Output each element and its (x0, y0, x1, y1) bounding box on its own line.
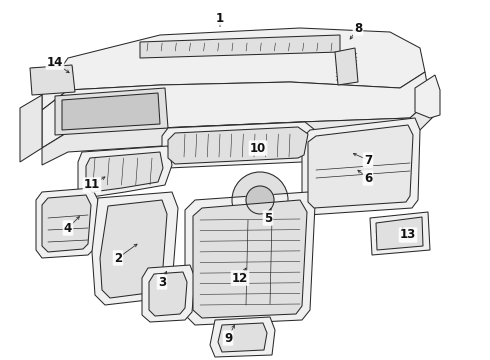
Polygon shape (30, 65, 75, 95)
Text: 1: 1 (216, 12, 224, 24)
Polygon shape (210, 317, 275, 357)
Polygon shape (20, 95, 42, 162)
Polygon shape (142, 265, 195, 322)
Polygon shape (92, 192, 178, 305)
Text: 7: 7 (364, 153, 372, 166)
Polygon shape (308, 125, 413, 208)
Polygon shape (335, 48, 358, 85)
Polygon shape (100, 200, 167, 298)
Polygon shape (302, 118, 420, 215)
Text: 2: 2 (114, 252, 122, 265)
Circle shape (246, 186, 274, 214)
Text: 4: 4 (64, 221, 72, 234)
Polygon shape (36, 188, 98, 258)
Text: 12: 12 (232, 271, 248, 284)
Text: 6: 6 (364, 171, 372, 184)
Polygon shape (42, 72, 430, 148)
Circle shape (232, 172, 288, 228)
Polygon shape (55, 88, 168, 135)
Text: 11: 11 (84, 179, 100, 192)
Text: 3: 3 (158, 275, 166, 288)
Text: 5: 5 (264, 211, 272, 225)
Polygon shape (62, 93, 160, 130)
Polygon shape (86, 152, 163, 192)
Polygon shape (415, 75, 440, 118)
Polygon shape (185, 192, 315, 325)
Text: 13: 13 (400, 229, 416, 242)
Polygon shape (140, 35, 340, 58)
Text: 8: 8 (354, 22, 362, 35)
Polygon shape (149, 272, 187, 316)
Polygon shape (42, 195, 91, 252)
Polygon shape (370, 212, 430, 255)
Polygon shape (42, 100, 435, 165)
Polygon shape (162, 122, 315, 168)
Polygon shape (168, 127, 308, 164)
Polygon shape (78, 146, 172, 198)
Polygon shape (218, 323, 267, 352)
Text: 10: 10 (250, 141, 266, 154)
Text: 9: 9 (224, 332, 232, 345)
Polygon shape (42, 28, 425, 110)
Polygon shape (193, 200, 307, 318)
Text: 14: 14 (47, 55, 63, 68)
Polygon shape (376, 217, 423, 250)
